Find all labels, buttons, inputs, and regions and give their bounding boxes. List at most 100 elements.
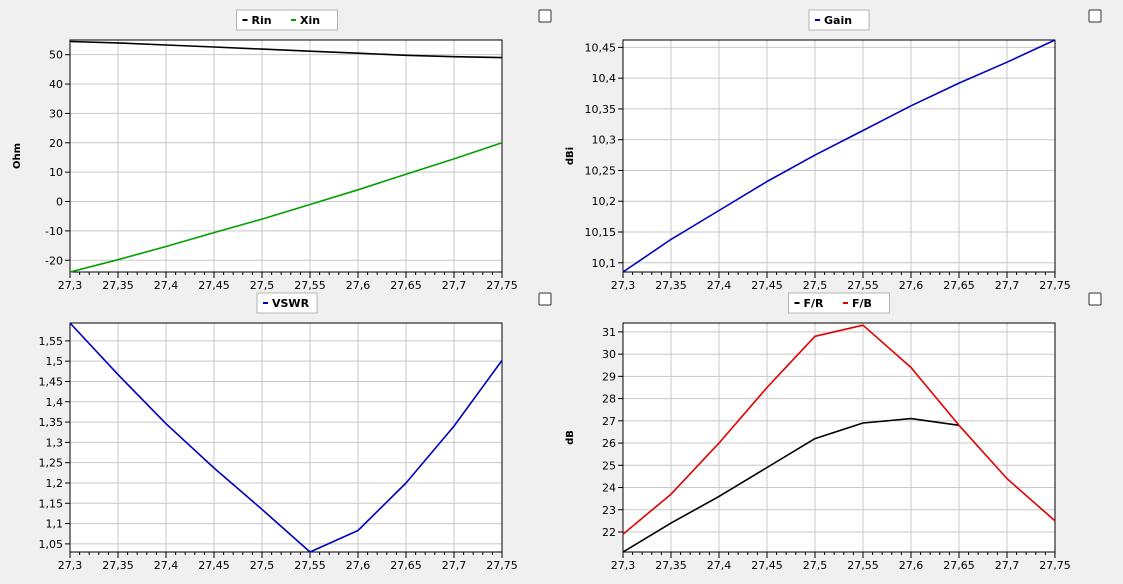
y-tick-label: 24 [602, 482, 616, 495]
x-tick-label: 27,6 [899, 559, 924, 572]
x-tick-label: 27,45 [198, 279, 230, 292]
y-tick-label: 1,2 [46, 477, 64, 490]
x-tick-label: 27,3 [58, 279, 83, 292]
y-tick-label: 22 [602, 526, 616, 539]
x-tick-label: 27,35 [102, 279, 134, 292]
y-tick-label: 10,45 [585, 41, 617, 54]
x-tick-label: 27,75 [486, 559, 518, 572]
legend-entry: VSWR [272, 297, 310, 310]
x-tick-label: 27,45 [198, 559, 230, 572]
y-tick-label: 1,4 [46, 396, 64, 409]
x-tick-label: 27,6 [899, 279, 924, 292]
chart-panel-4: 27,3 27,35 27,4 27,45 27,5 27,55 27,6 27,65 27,7… [565, 292, 1102, 572]
x-tick-label: 27,65 [943, 279, 975, 292]
y-tick-label: 29 [602, 370, 616, 383]
x-tick-label: 27,45 [751, 279, 783, 292]
chart-checkbox[interactable] [1088, 9, 1102, 23]
series-line-rin [69, 40, 503, 59]
y-tick-label: 1,1 [46, 518, 64, 531]
x-tick-label: 27,55 [847, 279, 879, 292]
y-axis-label: dBi [565, 147, 576, 165]
x-tick-label: 27,4 [707, 559, 732, 572]
x-tick-label: 27,35 [655, 279, 687, 292]
x-tick-label: 27,7 [995, 279, 1020, 292]
legend-entry: Xin [300, 14, 320, 27]
x-tick-label: 27,3 [611, 279, 636, 292]
plot-frame [69, 322, 503, 553]
y-tick-label: 26 [602, 437, 616, 450]
plot-frame [69, 39, 503, 273]
x-tick-label: 27,65 [943, 559, 975, 572]
y-tick-label: 30 [49, 107, 63, 120]
y-tick-label: 1,15 [39, 497, 64, 510]
plot-frame [622, 322, 1056, 553]
x-tick-label: 27,55 [294, 559, 326, 572]
series-line-f-b [622, 324, 1056, 535]
y-tick-label: 1,55 [39, 335, 64, 348]
x-tick-label: 27,75 [486, 279, 518, 292]
y-tick-label: 30 [602, 348, 616, 361]
x-tick-label: 27,5 [250, 279, 275, 292]
y-tick-label: 10,1 [592, 257, 617, 270]
y-tick-label: -20 [45, 254, 63, 267]
y-tick-label: 20 [49, 137, 63, 150]
chart-panel-2: 27,3 27,35 27,4 27,45 27,5 27,55 27,6 27,65 27,7… [565, 9, 1102, 292]
x-tick-label: 27,7 [995, 559, 1020, 572]
x-tick-label: 27,65 [390, 279, 422, 292]
y-tick-label: 1,5 [46, 355, 64, 368]
x-tick-label: 27,55 [294, 279, 326, 292]
y-tick-label: 1,45 [39, 375, 64, 388]
y-tick-label: 1,3 [46, 436, 64, 449]
legend-box [788, 292, 890, 314]
legend-box [236, 9, 338, 31]
chart-checkbox[interactable] [538, 9, 552, 23]
y-tick-label: 1,25 [39, 457, 64, 470]
y-tick-label: 10 [49, 166, 63, 179]
legend-box [256, 292, 318, 314]
y-tick-label: 0 [56, 196, 63, 209]
x-tick-label: 27,55 [847, 559, 879, 572]
y-tick-label: 23 [602, 504, 616, 517]
y-tick-label: 10,4 [592, 72, 617, 85]
y-tick-label: 1,05 [39, 538, 64, 551]
series-line-vswr [69, 322, 503, 553]
plot-area [623, 40, 1055, 272]
chart-panel-3: 27,3 27,35 27,4 27,45 27,5 27,55 27,6 27,65 27,7… [39, 292, 552, 572]
legend-box [808, 9, 870, 31]
x-tick-label: 27,4 [154, 559, 179, 572]
x-tick-label: 27,4 [707, 279, 732, 292]
y-tick-label: 10,2 [592, 195, 617, 208]
x-tick-label: 27,6 [346, 279, 371, 292]
x-tick-label: 27,45 [751, 559, 783, 572]
legend-entry: Gain [824, 14, 852, 27]
y-tick-label: -10 [45, 225, 63, 238]
x-tick-label: 27,35 [655, 559, 687, 572]
plot-frame [622, 39, 1056, 273]
y-tick-label: 1,35 [39, 416, 64, 429]
x-tick-label: 27,3 [58, 559, 83, 572]
chart-checkbox[interactable] [1088, 292, 1102, 306]
chart-checkbox[interactable] [538, 292, 552, 306]
series-line-f-r [622, 417, 960, 553]
x-tick-label: 27,5 [803, 279, 828, 292]
y-tick-label: 31 [602, 326, 616, 339]
y-tick-label: 10,3 [592, 134, 617, 147]
chart-panel-1: 27,3 27,35 27,4 27,45 27,5 27,55 27,6 27,65 27,7… [12, 9, 552, 292]
x-tick-label: 27,35 [102, 559, 134, 572]
y-tick-label: 10,25 [585, 164, 617, 177]
x-tick-label: 27,7 [442, 559, 467, 572]
x-tick-label: 27,4 [154, 279, 179, 292]
legend-entry: F/B [852, 297, 872, 310]
plot-area [623, 323, 1055, 552]
y-tick-label: 28 [602, 393, 616, 406]
y-tick-label: 25 [602, 459, 616, 472]
y-tick-label: 50 [49, 49, 63, 62]
series-line-xin [69, 142, 503, 273]
y-tick-label: 27 [602, 415, 616, 428]
plot-area [70, 323, 502, 552]
x-tick-label: 27,75 [1039, 279, 1071, 292]
y-tick-label: 10,35 [585, 103, 617, 116]
x-tick-label: 27,5 [250, 559, 275, 572]
y-tick-label: 10,15 [585, 226, 617, 239]
y-axis-label: Ohm [12, 143, 23, 169]
